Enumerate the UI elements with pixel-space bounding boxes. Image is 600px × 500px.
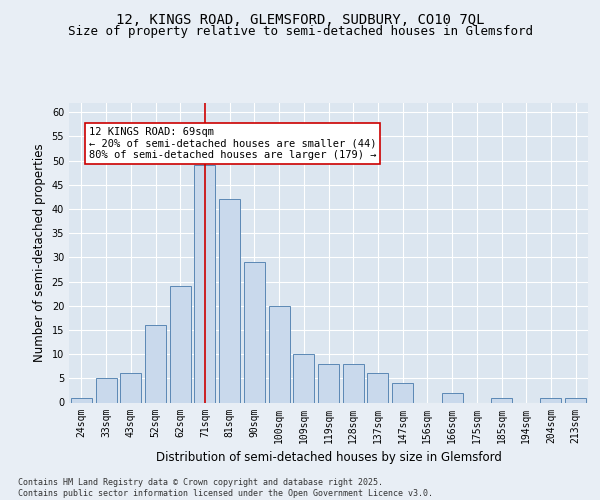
Bar (541, 398, 562, 402)
Bar (269, 306, 290, 402)
Bar (565, 398, 586, 402)
Bar (392, 383, 413, 402)
Bar (293, 354, 314, 403)
Bar (219, 200, 240, 402)
Text: 12, KINGS ROAD, GLEMSFORD, SUDBURY, CO10 7QL: 12, KINGS ROAD, GLEMSFORD, SUDBURY, CO10… (116, 12, 484, 26)
Bar (367, 374, 388, 402)
Bar (170, 286, 191, 403)
Text: 12 KINGS ROAD: 69sqm
← 20% of semi-detached houses are smaller (44)
80% of semi-: 12 KINGS ROAD: 69sqm ← 20% of semi-detac… (89, 126, 376, 160)
Bar (194, 166, 215, 402)
Bar (343, 364, 364, 403)
Bar (145, 325, 166, 402)
Bar (95, 378, 116, 402)
Text: Size of property relative to semi-detached houses in Glemsford: Size of property relative to semi-detach… (67, 25, 533, 38)
Bar (318, 364, 339, 403)
Bar (244, 262, 265, 402)
Bar (120, 374, 141, 402)
Bar (491, 398, 512, 402)
Y-axis label: Number of semi-detached properties: Number of semi-detached properties (33, 143, 46, 362)
Text: Contains HM Land Registry data © Crown copyright and database right 2025.
Contai: Contains HM Land Registry data © Crown c… (18, 478, 433, 498)
Bar (442, 393, 463, 402)
Bar (71, 398, 92, 402)
X-axis label: Distribution of semi-detached houses by size in Glemsford: Distribution of semi-detached houses by … (155, 451, 502, 464)
